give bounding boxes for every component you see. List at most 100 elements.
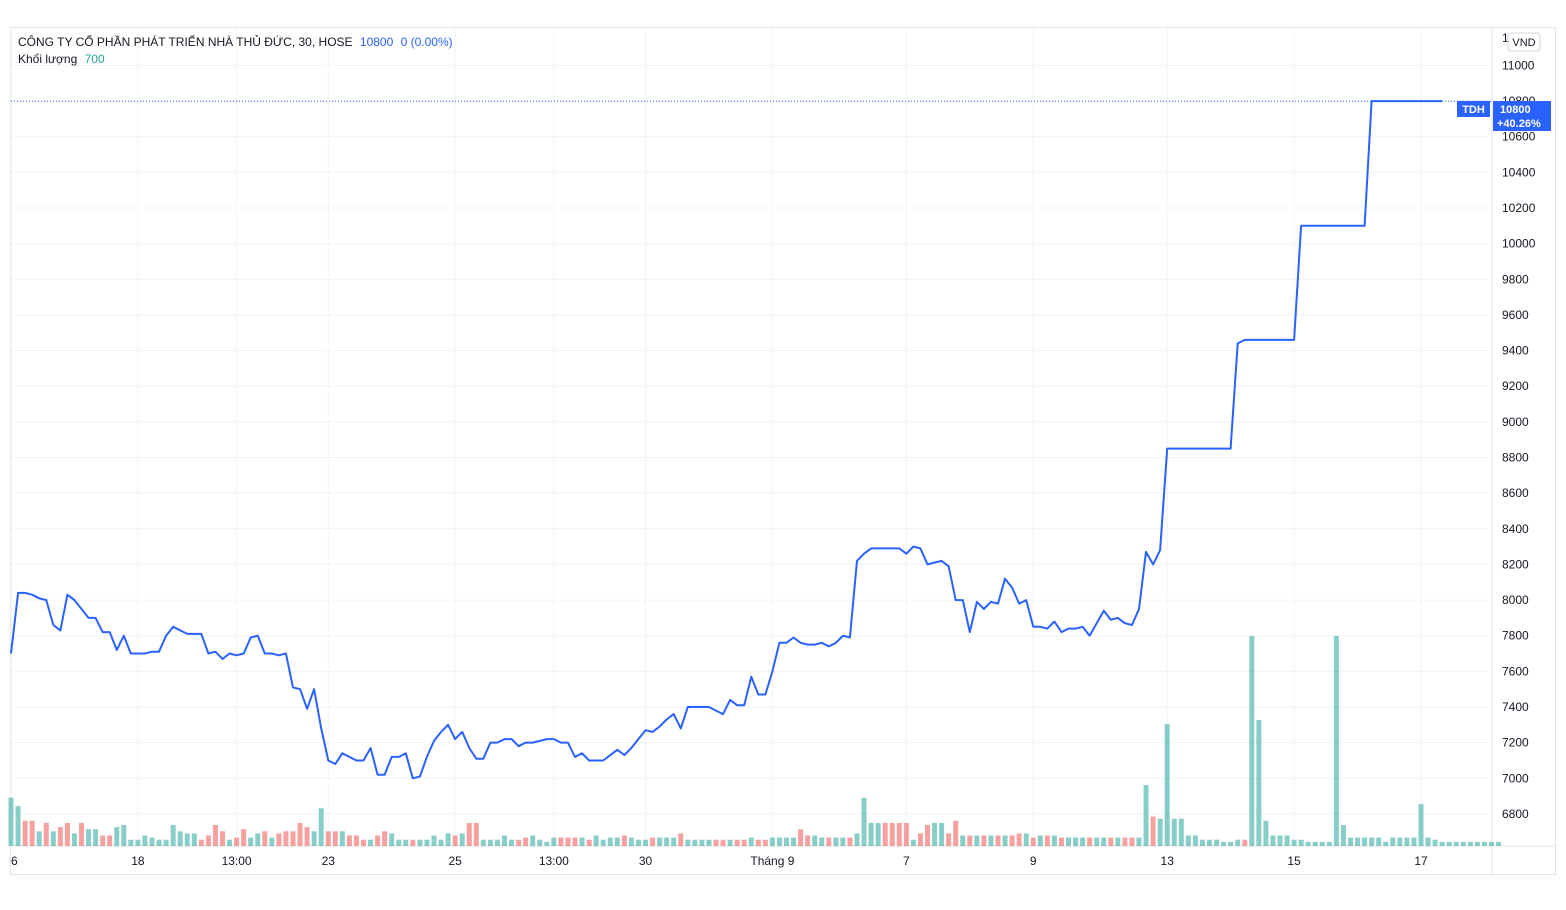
- volume-bar: [283, 831, 289, 846]
- volume-bar: [353, 835, 359, 846]
- price-axis-tick: 7600: [1502, 664, 1529, 678]
- volume-bar: [163, 839, 169, 846]
- time-axis-label: 17: [1414, 854, 1428, 868]
- price-axis-tick: 10000: [1502, 237, 1536, 251]
- volume-bar: [1066, 837, 1071, 846]
- volume-bar: [868, 822, 874, 846]
- volume-bar: [664, 837, 670, 846]
- volume-bar: [953, 820, 959, 846]
- volume-bar: [459, 833, 465, 846]
- volume-bar: [121, 825, 127, 846]
- price-axis-tick: 10400: [1502, 165, 1536, 179]
- volume-bar: [1390, 837, 1396, 846]
- volume-bar: [1467, 841, 1473, 846]
- volume-bar: [981, 835, 987, 846]
- volume-bar: [431, 835, 437, 846]
- time-axis-label: 15: [1287, 854, 1301, 868]
- time-axis-label: 13: [1161, 854, 1175, 868]
- volume-bar: [1453, 841, 1459, 846]
- volume-bar: [227, 839, 233, 846]
- volume-bar: [1460, 841, 1466, 846]
- volume-bar: [269, 837, 275, 846]
- time-axis-label: 30: [639, 854, 653, 868]
- legend-volume-value: 700: [84, 52, 105, 66]
- symbol-tag: [1457, 101, 1490, 117]
- volume-bar: [1115, 837, 1121, 846]
- volume-bar: [544, 841, 550, 846]
- volume-bar: [1178, 818, 1184, 846]
- volume-bar: [741, 839, 747, 846]
- volume-bar: [910, 839, 916, 846]
- volume-bar: [93, 829, 99, 846]
- volume-bar: [1312, 841, 1318, 846]
- volume-bar: [1277, 835, 1283, 846]
- volume-bar: [572, 837, 578, 846]
- price-axis-tick: 7200: [1502, 736, 1529, 750]
- volume-bar: [487, 839, 493, 846]
- volume-bar: [1080, 837, 1086, 846]
- volume-bar: [234, 837, 240, 846]
- volume-bar: [1326, 841, 1332, 846]
- volume-bar: [1002, 835, 1008, 846]
- volume-bar: [551, 837, 557, 846]
- volume-bar: [1185, 835, 1191, 846]
- volume-bar: [1023, 833, 1029, 846]
- volume-bar: [262, 831, 268, 846]
- volume-bar: [50, 831, 56, 846]
- volume-bar: [22, 820, 28, 846]
- time-axis-label: Tháng 9: [750, 854, 794, 868]
- volume-bar: [339, 831, 345, 846]
- volume-bar: [628, 837, 634, 846]
- volume-bar: [523, 837, 529, 846]
- currency-button[interactable]: [1507, 32, 1541, 52]
- price-tag-value: 10800: [1500, 104, 1531, 116]
- volume-bar: [1214, 839, 1220, 846]
- volume-bar: [156, 839, 162, 846]
- volume-bar: [586, 839, 592, 846]
- price-series-line: [10, 100, 1443, 780]
- volume-bar: [1432, 839, 1438, 846]
- volume-bar: [473, 822, 479, 846]
- legend-last-price: 10800: [359, 35, 394, 49]
- volume-bar: [1150, 816, 1156, 846]
- volume-bar: [1143, 785, 1149, 846]
- volume-bar: [784, 837, 789, 846]
- volume-bar: [332, 831, 338, 846]
- volume-bar: [854, 833, 860, 846]
- volume-bar: [1044, 835, 1050, 846]
- price-axis-top-label: 1: [1502, 31, 1509, 45]
- volume-bar: [1016, 833, 1022, 846]
- volume-bar: [685, 839, 691, 846]
- volume-bar: [198, 839, 204, 846]
- volume-bar: [762, 839, 768, 846]
- volume-bar: [847, 837, 853, 846]
- volume-bar: [1298, 839, 1304, 846]
- volume-bar: [100, 835, 106, 846]
- legend-volume-label: Khối lượng: [18, 52, 78, 66]
- volume-bar: [149, 837, 155, 846]
- volume-bar: [974, 835, 980, 846]
- price-axis-tick: 10600: [1502, 130, 1536, 144]
- volume-bar: [107, 835, 113, 846]
- volume-bar: [1087, 837, 1093, 846]
- volume-bar: [635, 839, 641, 846]
- symbol-tag-label: TDH: [1462, 104, 1485, 116]
- volume-bar: [57, 827, 63, 846]
- volume-bar: [191, 833, 197, 846]
- volume-bar: [410, 839, 416, 846]
- volume-bar: [480, 839, 486, 846]
- volume-bar: [29, 820, 35, 846]
- volume-bar: [1030, 837, 1036, 846]
- volume-bar: [205, 835, 211, 846]
- volume-bar: [71, 833, 77, 846]
- price-tag: [1493, 101, 1551, 131]
- volume-bar: [607, 837, 613, 846]
- volume-bar: [614, 837, 620, 846]
- volume-bar: [932, 822, 938, 846]
- price-axis-tick: 8600: [1502, 486, 1529, 500]
- price-axis-tick: 7400: [1502, 700, 1529, 714]
- price-axis-tick: 8400: [1502, 522, 1529, 536]
- volume-bar: [1009, 835, 1015, 846]
- volume-bar: [1256, 720, 1262, 846]
